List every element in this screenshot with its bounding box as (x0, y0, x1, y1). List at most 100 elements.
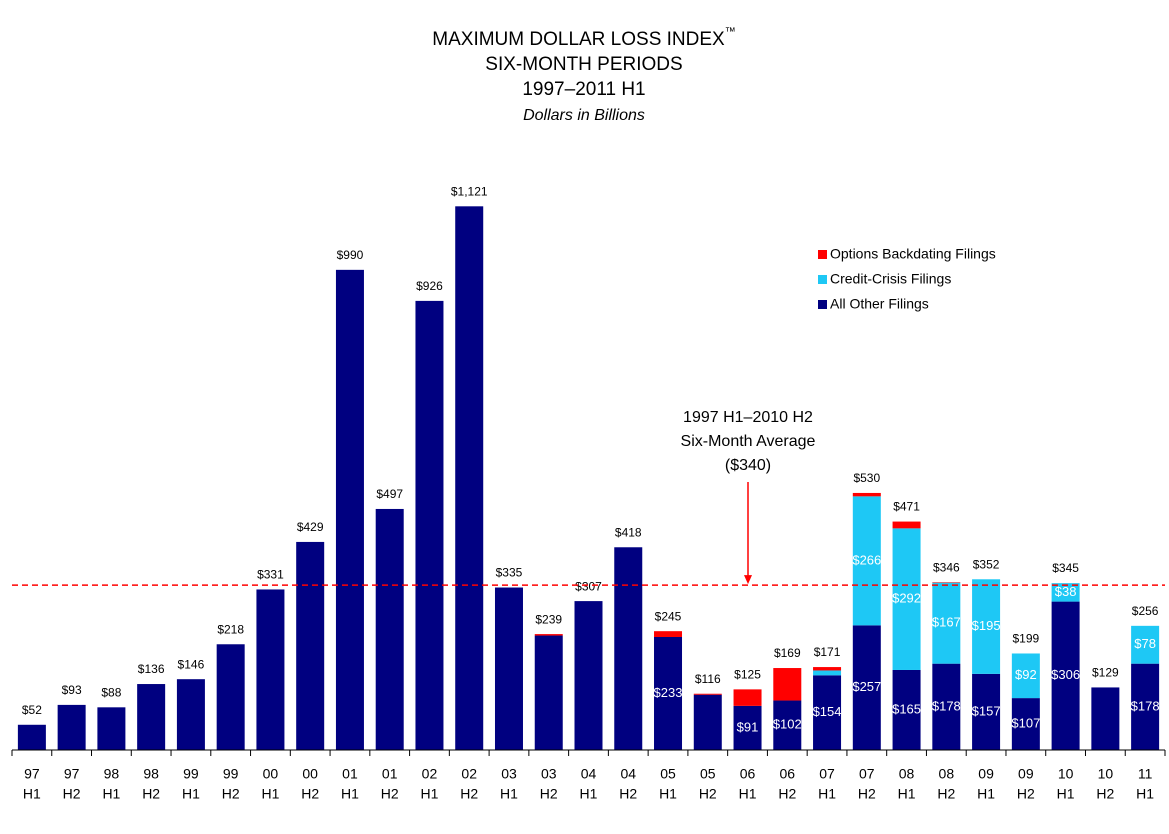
x-tick-label: 09 (1018, 766, 1034, 782)
segment-label: $167 (932, 615, 961, 630)
x-tick-label: 08 (939, 766, 955, 782)
bar-segment (455, 206, 484, 750)
x-tick-label: 97 (64, 766, 80, 782)
bar-segment (932, 582, 961, 664)
x-tick-label: 98 (104, 766, 120, 782)
total-label: $93 (62, 683, 82, 697)
bar-segment (534, 634, 563, 636)
x-tick-label: H2 (222, 786, 240, 802)
segment-label: $306 (1051, 667, 1080, 682)
x-tick-label: 05 (660, 766, 676, 782)
bar-segment (932, 663, 961, 750)
total-label: $199 (1012, 632, 1039, 646)
x-tick-label: 07 (859, 766, 875, 782)
segment-label: $107 (1011, 715, 1040, 730)
total-label: $418 (615, 525, 642, 539)
segment-label: $178 (1131, 698, 1160, 713)
total-label: $335 (496, 566, 523, 580)
legend-label: Options Backdating Filings (830, 246, 996, 262)
x-tick-label: 06 (740, 766, 756, 782)
x-tick-label: 10 (1058, 766, 1074, 782)
bar-segment (892, 669, 921, 750)
total-label: $218 (217, 622, 244, 636)
bar-segment (614, 547, 643, 750)
bar-segment (733, 689, 762, 706)
bar-segment (1011, 698, 1040, 750)
x-tick-label: H1 (500, 786, 518, 802)
x-tick-label: 98 (143, 766, 159, 782)
x-tick-label: H2 (778, 786, 796, 802)
bar-segment (972, 579, 1001, 674)
reference-label: ($340) (725, 457, 771, 474)
segment-label: $195 (972, 618, 1001, 633)
total-label: $1,121 (451, 184, 488, 198)
bar-segment (773, 700, 802, 750)
x-tick-label: H1 (739, 786, 757, 802)
bar-segment (216, 644, 245, 750)
x-tick-label: 09 (978, 766, 994, 782)
bar-segment (1091, 687, 1120, 750)
x-tick-label: H1 (659, 786, 677, 802)
total-label: $429 (297, 520, 324, 534)
bar-segment (335, 269, 364, 750)
x-tick-label: 99 (223, 766, 239, 782)
x-tick-label: H1 (977, 786, 995, 802)
x-tick-label: 01 (382, 766, 398, 782)
bar-segment (693, 694, 722, 750)
bar-segment (256, 589, 285, 750)
x-tick-label: H1 (182, 786, 200, 802)
x-tick-label: H2 (142, 786, 160, 802)
total-label: $116 (695, 672, 721, 686)
x-tick-label: H1 (261, 786, 279, 802)
bar-segment (852, 496, 881, 626)
segment-label: $91 (737, 719, 759, 734)
x-tick-label: 03 (541, 766, 557, 782)
subtitle: 1997–2011 H1 (522, 79, 645, 100)
total-label: $990 (337, 248, 364, 262)
x-tick-label: H1 (1057, 786, 1075, 802)
segment-label: $157 (972, 703, 1001, 718)
x-tick-label: 00 (302, 766, 318, 782)
x-tick-label: 00 (263, 766, 279, 782)
legend-swatch (818, 275, 827, 284)
total-label: $125 (734, 668, 761, 682)
x-tick-label: H1 (23, 786, 41, 802)
x-tick-label: 04 (620, 766, 636, 782)
unit-note: Dollars in Billions (523, 107, 645, 124)
legend-label: Credit-Crisis Filings (830, 271, 951, 287)
x-tick-label: H1 (580, 786, 598, 802)
x-tick-label: 97 (24, 766, 40, 782)
x-tick-label: 02 (422, 766, 438, 782)
x-tick-label: 99 (183, 766, 199, 782)
total-label: $129 (1092, 666, 1119, 680)
x-tick-label: H2 (699, 786, 717, 802)
bar-segment (57, 704, 86, 750)
bar-segment (852, 492, 881, 497)
x-tick-label: 07 (819, 766, 835, 782)
total-label: $146 (178, 657, 205, 671)
x-tick-label: H1 (818, 786, 836, 802)
bar-segment (375, 508, 404, 750)
x-tick-label: 04 (581, 766, 597, 782)
bar-segment (1051, 601, 1080, 750)
total-label: $52 (22, 703, 42, 717)
bar-segment (1051, 583, 1080, 602)
segment-label: $154 (813, 704, 842, 719)
reference-label: Six-Month Average (681, 433, 816, 450)
x-tick-label: 03 (501, 766, 517, 782)
x-tick-label: 01 (342, 766, 358, 782)
total-label: $256 (1132, 604, 1159, 618)
x-tick-label: 10 (1098, 766, 1114, 782)
legend-label: All Other Filings (830, 296, 929, 312)
bar-segment (97, 707, 126, 750)
total-label: $530 (853, 471, 880, 485)
total-label: $497 (376, 487, 403, 501)
total-label: $136 (138, 662, 165, 676)
bar-segment (813, 675, 842, 750)
bar-segment (813, 667, 842, 671)
bar-segment (693, 693, 722, 695)
x-tick-label: H2 (301, 786, 319, 802)
segment-label: $233 (654, 685, 683, 700)
bar-segment (137, 684, 166, 750)
bar-segment (574, 601, 603, 750)
